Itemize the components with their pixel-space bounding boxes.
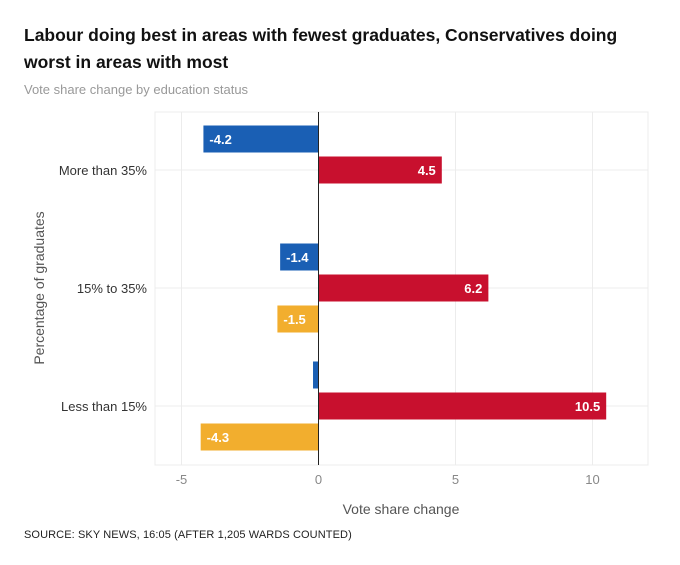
bar-value-label: -1.5 — [283, 312, 305, 327]
x-tick-label: 0 — [315, 472, 322, 487]
y-axis-title: Percentage of graduates — [31, 211, 47, 364]
category-label: More than 35% — [59, 163, 148, 178]
bar-value-label: 4.5 — [418, 163, 436, 178]
bar-labour-0 — [318, 156, 442, 184]
x-tick-label: 10 — [585, 472, 599, 487]
category-label: Less than 15% — [61, 399, 147, 414]
bar-value-label: 6.2 — [464, 281, 482, 296]
bar-value-label: 10.5 — [575, 399, 600, 414]
x-axis-title: Vote share change — [343, 501, 460, 517]
category-label: 15% to 35% — [77, 281, 148, 296]
chart-title: Labour doing best in areas with fewest g… — [24, 25, 618, 72]
bar-reform-1 — [277, 305, 319, 333]
bar-value-label: -4.3 — [207, 430, 229, 445]
bar-value-label: -4.2 — [209, 132, 231, 147]
bar-conservatives-0 — [203, 125, 319, 153]
x-tick-labels: -5 0 5 10 — [176, 472, 600, 487]
bars — [200, 125, 607, 451]
bar-conservatives-2 — [313, 361, 319, 389]
bar-conservatives-1 — [280, 243, 319, 271]
bar-reform-2 — [200, 423, 319, 451]
source-note: SOURCE: SKY NEWS, 16:05 (AFTER 1,205 WAR… — [24, 529, 352, 541]
x-tick-label: 5 — [452, 472, 459, 487]
bar-labels: -4.2 4.5 -1.4 6.2 -1.5 10.5 -4.3 — [207, 132, 601, 445]
category-labels: More than 35% 15% to 35% Less than 15% — [59, 163, 148, 414]
chart-subtitle: Vote share change by education status — [24, 82, 249, 97]
bar-labour-2 — [318, 392, 607, 420]
x-tick-label: -5 — [176, 472, 188, 487]
bar-labour-1 — [318, 274, 489, 302]
bar-value-label: -1.4 — [286, 250, 309, 265]
